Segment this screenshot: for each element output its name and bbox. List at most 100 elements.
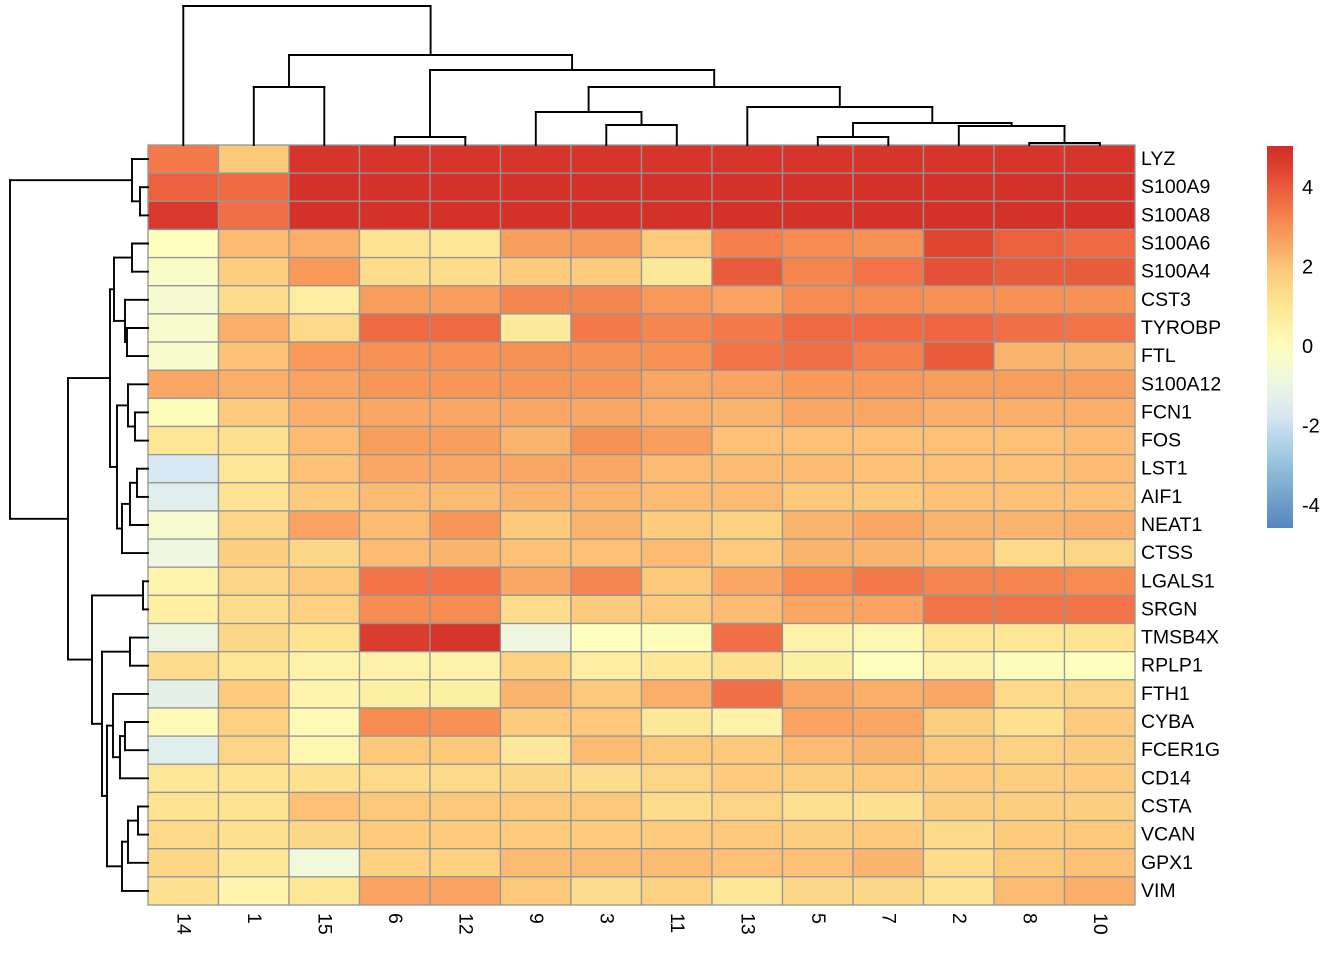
heatmap-cell: [993, 313, 1066, 343]
heatmap-cell: [1063, 848, 1136, 878]
heatmap-cell: [147, 482, 220, 512]
heatmap-cell: [922, 510, 995, 540]
heatmap-cell: [852, 285, 925, 315]
heatmap-cell: [781, 594, 854, 625]
heatmap-cell: [429, 172, 502, 202]
heatmap-cell: [217, 763, 290, 794]
heatmap-cell: [1063, 285, 1136, 315]
heatmap-cell: [288, 228, 361, 259]
heatmap-cell: [358, 200, 431, 231]
heatmap-cell: [147, 848, 220, 878]
heatmap-cell: [217, 566, 290, 597]
heatmap-cell: [288, 200, 361, 231]
heatmap-cell: [781, 707, 854, 737]
heatmap-cell: [147, 200, 220, 231]
heatmap-cell: [781, 651, 854, 681]
heatmap-cell: [499, 791, 572, 822]
heatmap-cell: [922, 651, 995, 681]
heatmap-cell: [993, 735, 1066, 765]
heatmap-cell: [358, 763, 431, 794]
heatmap-cell: [640, 707, 713, 737]
heatmap-cell: [147, 453, 220, 484]
heatmap-cell: [993, 341, 1066, 371]
color-legend: 4 2 0 -2 -4: [1267, 146, 1320, 528]
heatmap-cell: [147, 285, 220, 315]
heatmap-cell: [993, 425, 1066, 456]
heatmap-cell: [429, 622, 502, 653]
heatmap-cell: [288, 791, 361, 822]
heatmap-cell: [570, 510, 643, 540]
heatmap-cell: [781, 256, 854, 287]
heatmap-cell: [640, 228, 713, 259]
column-label: 3: [595, 913, 617, 924]
heatmap-cell: [429, 566, 502, 597]
heatmap-cell: [852, 172, 925, 202]
heatmap-cell: [781, 313, 854, 343]
row-label: CD14: [1141, 767, 1191, 789]
heatmap-cell: [1063, 313, 1136, 343]
heatmap-cell: [570, 651, 643, 681]
heatmap-cell: [922, 200, 995, 231]
heatmap-cell: [429, 679, 502, 709]
row-label: S100A9: [1141, 176, 1210, 198]
heatmap-cell: [993, 453, 1066, 484]
row-label: S100A6: [1141, 233, 1210, 255]
heatmap-cell: [852, 791, 925, 822]
heatmap-cell: [358, 679, 431, 709]
heatmap-cell: [1063, 819, 1136, 850]
column-label: 11: [666, 913, 688, 933]
heatmap-cell: [570, 679, 643, 709]
heatmap-cell: [711, 848, 784, 878]
legend-gradient-bar: [1267, 146, 1293, 528]
heatmap-cell: [781, 285, 854, 315]
heatmap-cell: [781, 819, 854, 850]
heatmap-cell: [217, 313, 290, 343]
heatmap-cell: [570, 819, 643, 850]
heatmap-cell: [711, 369, 784, 399]
heatmap-cell: [711, 313, 784, 343]
heatmap-cell: [781, 622, 854, 653]
heatmap-cell: [499, 341, 572, 371]
heatmap-cell: [781, 425, 854, 456]
heatmap-cell: [429, 876, 502, 906]
heatmap-cell: [217, 594, 290, 625]
heatmap-cell: [922, 341, 995, 371]
heatmap-cell: [852, 735, 925, 765]
heatmap-cell: [288, 707, 361, 737]
heatmap-cell: [852, 228, 925, 259]
heatmap-cell: [217, 819, 290, 850]
heatmap-cell: [852, 651, 925, 681]
heatmap-cell: [640, 876, 713, 906]
heatmap-cell: [570, 538, 643, 568]
heatmap-cell: [922, 482, 995, 512]
heatmap-cell: [993, 256, 1066, 287]
column-label: 7: [877, 913, 899, 924]
heatmap-cell: [711, 256, 784, 287]
heatmap-cell: [147, 228, 220, 259]
heatmap-cell: [993, 876, 1066, 906]
heatmap-cell: [147, 144, 220, 174]
legend-tick-label: 0: [1302, 336, 1313, 358]
heatmap-cell: [922, 228, 995, 259]
heatmap-cell: [922, 566, 995, 597]
heatmap-cell: [640, 313, 713, 343]
heatmap-cell: [288, 172, 361, 202]
heatmap-cell: [640, 482, 713, 512]
heatmap-cell: [499, 622, 572, 653]
heatmap-grid: [147, 144, 1136, 906]
heatmap-cell: [429, 425, 502, 456]
heatmap-cell: [570, 791, 643, 822]
heatmap-cell: [288, 341, 361, 371]
heatmap-cell: [217, 453, 290, 484]
heatmap-cell: [570, 313, 643, 343]
heatmap-cell: [711, 679, 784, 709]
heatmap-cell: [429, 651, 502, 681]
heatmap-cell: [147, 172, 220, 202]
column-label: 14: [172, 913, 194, 935]
heatmap-cell: [499, 510, 572, 540]
heatmap-cell: [711, 453, 784, 484]
heatmap-cell: [711, 397, 784, 428]
column-label: 12: [454, 913, 476, 935]
heatmap-cell: [993, 594, 1066, 625]
heatmap-cell: [711, 228, 784, 259]
